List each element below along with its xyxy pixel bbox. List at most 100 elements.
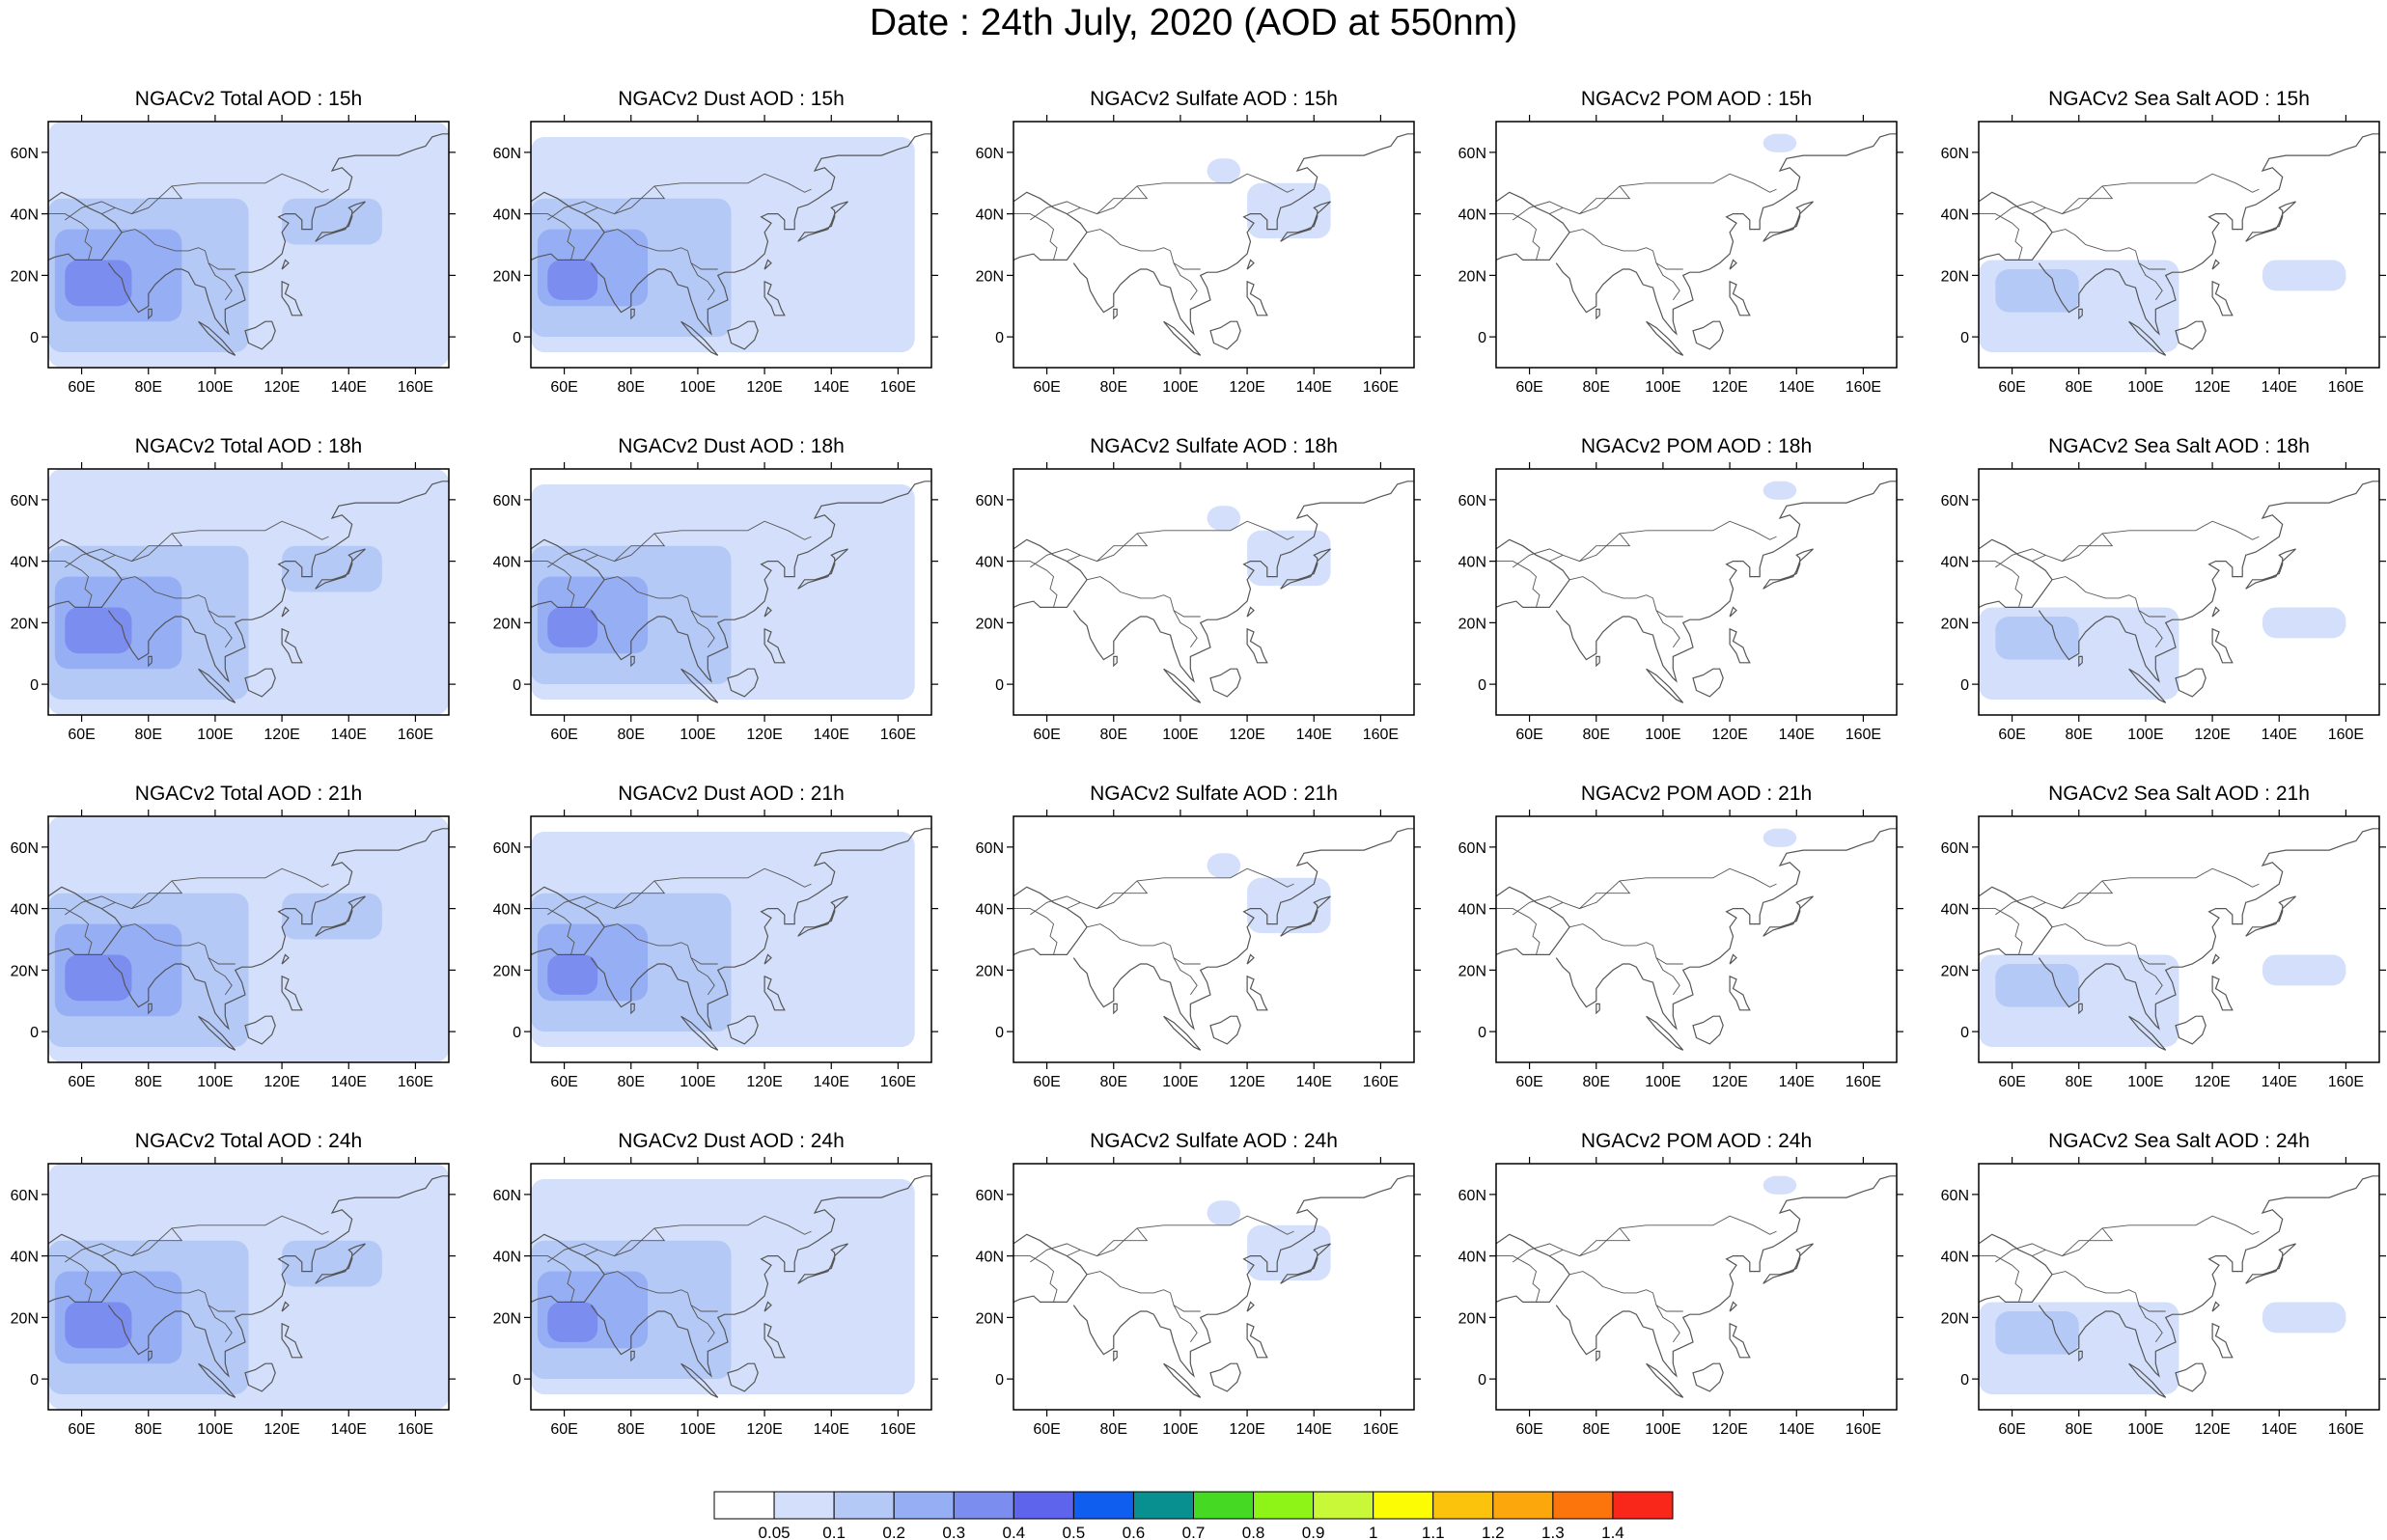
panel-title: NGACv2 POM AOD : 18h <box>1580 435 1813 457</box>
country-border <box>101 173 329 215</box>
aod-region <box>1762 1175 1797 1195</box>
country-border <box>1046 917 1058 955</box>
map-plot: 60N 40N 20N 0 60E 80E 100E 120E 140E 160E <box>1458 1157 1903 1438</box>
map-frame <box>1013 121 1415 369</box>
country-border <box>614 880 666 909</box>
lon-label: 60E <box>1515 379 1542 396</box>
lat-label: 40N <box>493 555 521 571</box>
coastline <box>727 1362 759 1392</box>
map-frame <box>47 121 450 369</box>
lon-label: 160E <box>880 1074 916 1090</box>
country-border <box>1173 957 1198 996</box>
country-border <box>208 957 233 996</box>
lat-label: 40N <box>493 1250 521 1266</box>
coastline <box>1013 538 1088 608</box>
aod-region <box>547 607 598 647</box>
country-border <box>1030 1243 1081 1263</box>
coastline <box>1280 548 1331 590</box>
lon-label: 140E <box>1296 727 1332 743</box>
country-border <box>131 185 183 214</box>
country-border <box>65 201 116 221</box>
map-panel: NGACv2 POM AOD : 21h 60N 40N 20N 0 60E 80E 100E… <box>1448 782 1930 1090</box>
map-panel: NGACv2 POM AOD : 24h 60N 40N 20N 0 60E 80E 100E… <box>1448 1129 1930 1438</box>
aod-region <box>1995 269 2079 313</box>
country-border <box>1995 548 2046 568</box>
figure-title: Date : 24th July, 2020 (AOD at 550nm) <box>869 2 1518 43</box>
lat-label: 0 <box>995 1025 1004 1041</box>
panel-title: NGACv2 Dust AOD : 24h <box>618 1130 845 1152</box>
lon-label: 80E <box>1583 727 1610 743</box>
country-border <box>1096 880 1149 909</box>
country-border <box>614 185 666 214</box>
lon-label: 140E <box>1779 1074 1815 1090</box>
aod-region <box>1762 828 1797 847</box>
lon-label: 60E <box>1998 1074 2025 1090</box>
coastline <box>148 308 153 320</box>
coastline <box>797 895 848 937</box>
lon-label: 60E <box>68 727 95 743</box>
country-border <box>1086 576 1201 618</box>
coastline <box>797 201 848 242</box>
aod-region <box>1762 133 1797 152</box>
lat-label: 20N <box>11 268 39 285</box>
lat-label: 20N <box>1941 616 1969 632</box>
country-border <box>208 1305 233 1343</box>
coastline <box>1209 320 1241 350</box>
country-border <box>81 1264 93 1303</box>
country-border <box>564 222 575 261</box>
coastline <box>281 280 303 316</box>
lat-label: 0 <box>995 1372 1004 1389</box>
country-border <box>1496 561 1530 571</box>
coastline <box>680 668 719 703</box>
lon-label: 60E <box>1515 727 1542 743</box>
lon-label: 120E <box>1711 1074 1747 1090</box>
lat-label: 60N <box>11 493 39 509</box>
coastline <box>1072 133 1414 336</box>
country-border <box>1579 185 1631 214</box>
coastline <box>1729 953 1737 965</box>
coastline <box>763 1322 786 1359</box>
lat-label: 40N <box>11 902 39 919</box>
lon-label: 100E <box>680 1074 715 1090</box>
coastline <box>630 1350 635 1362</box>
coastline <box>1209 1015 1241 1045</box>
lat-label: 0 <box>1960 330 1969 346</box>
country-border <box>131 880 183 909</box>
lon-label: 140E <box>2262 379 2297 396</box>
aod-region <box>282 1240 382 1287</box>
lon-label: 60E <box>68 1421 95 1438</box>
coastline <box>1729 1301 1737 1312</box>
lon-label: 140E <box>1296 379 1332 396</box>
coastline <box>1646 668 1684 703</box>
country-border <box>614 533 666 562</box>
country-border <box>131 1227 183 1256</box>
lat-label: 60N <box>1941 1188 1969 1204</box>
map-plot: 60N 40N 20N 0 60E 80E 100E 120E 140E 160E <box>976 1157 1421 1438</box>
country-border <box>1655 957 1680 996</box>
coastline <box>763 953 772 965</box>
aod-region <box>65 954 132 1002</box>
country-border <box>1529 917 1540 955</box>
map-plot: 60N 40N 20N 0 60E 80E 100E 120E 140E 160E <box>1458 115 1903 396</box>
coastline <box>2078 1003 2083 1015</box>
coastline <box>1113 308 1118 320</box>
coastline <box>281 953 290 965</box>
map-frame <box>530 1163 932 1411</box>
coastline <box>1692 1015 1724 1045</box>
coastline <box>2128 668 2167 703</box>
lon-label: 140E <box>2262 727 2297 743</box>
lon-label: 160E <box>1846 1074 1881 1090</box>
coastline <box>1496 191 1570 261</box>
country-border <box>564 917 575 955</box>
lat-label: 60N <box>493 146 521 162</box>
lat-label: 0 <box>1478 677 1486 694</box>
lon-label: 160E <box>2328 379 2364 396</box>
lon-label: 140E <box>2262 1421 2297 1438</box>
lon-label: 120E <box>746 379 782 396</box>
lon-label: 80E <box>618 1074 645 1090</box>
lat-label: 20N <box>1458 1310 1486 1327</box>
coastline <box>2175 1362 2207 1392</box>
coastline <box>1246 975 1268 1011</box>
coastline <box>1729 975 1751 1011</box>
coastline <box>244 1015 276 1045</box>
